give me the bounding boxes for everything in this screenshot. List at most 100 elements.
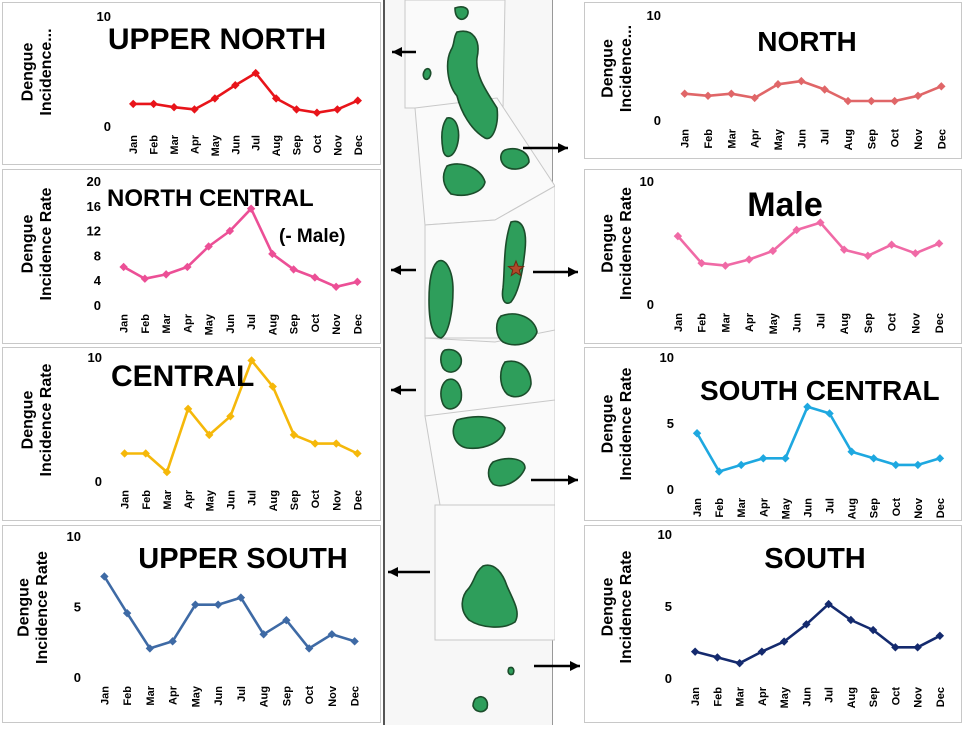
data-point xyxy=(129,99,138,109)
x-tick-label: Aug xyxy=(846,687,858,708)
data-point xyxy=(792,225,801,235)
data-point xyxy=(913,643,922,652)
x-tick-label: Jan xyxy=(99,686,111,705)
data-point xyxy=(292,105,301,114)
y-tick-label: 10 xyxy=(647,8,661,23)
x-tick-label: Feb xyxy=(122,686,134,706)
y-axis-label: DengueIncidence Rate xyxy=(20,363,55,476)
data-point xyxy=(843,96,853,106)
series-line xyxy=(684,79,942,103)
x-tick-label: Jan xyxy=(690,687,702,706)
y-tick-label: 16 xyxy=(87,199,101,214)
chart-svg: DengueIncidence Rate 0 5 10 Jan Feb Mar Apr May J… xyxy=(600,350,947,519)
x-tick-label: Dec xyxy=(352,314,364,334)
x-tick-label: Jul xyxy=(825,498,837,514)
data-point xyxy=(190,105,199,114)
chart-svg: DengueIncidence Rate 0 10 Jan Feb Mar Apr May Ju… xyxy=(20,350,365,511)
island-shape xyxy=(422,67,432,81)
arrow-head-icon xyxy=(388,567,398,577)
x-tick-label: Nov xyxy=(332,134,344,156)
data-point xyxy=(934,239,944,248)
data-point xyxy=(268,382,277,391)
x-tick-label: May xyxy=(204,489,216,511)
data-point xyxy=(210,94,220,103)
x-tick-label: Mar xyxy=(161,313,173,333)
data-point xyxy=(236,593,246,602)
x-tick-label: Feb xyxy=(703,129,715,149)
data-point xyxy=(353,96,362,105)
arrow-head-icon xyxy=(392,47,402,57)
island-shape xyxy=(440,348,463,373)
y-axis-label: DengueIncidence Rate xyxy=(600,550,635,663)
data-point xyxy=(100,572,109,581)
data-point xyxy=(140,274,150,283)
data-point xyxy=(721,261,730,270)
island-shape xyxy=(440,378,463,410)
data-point xyxy=(353,449,362,458)
map-islands xyxy=(422,6,538,713)
island-shape xyxy=(487,457,526,487)
chart-svg: DengueIncidence Rate 0 5 10 Jan Feb Mar Apr May J… xyxy=(600,527,947,708)
data-point xyxy=(887,240,896,249)
data-point xyxy=(312,108,322,117)
data-point xyxy=(169,103,179,112)
y-tick-label: 4 xyxy=(94,273,102,288)
x-tick-label: Jul xyxy=(820,129,832,145)
chart-svg: DengueIncidence Rate 0 10 Jan Feb Mar Apr May Ju… xyxy=(600,174,947,334)
data-point xyxy=(141,449,150,458)
chart-title: NORTH xyxy=(757,26,857,57)
data-point xyxy=(911,249,920,258)
data-point xyxy=(304,644,314,653)
island-shape xyxy=(501,220,527,304)
chart-panel-south-central: DengueIncidence Rate 0 5 10 Jan Feb Mar Apr May J… xyxy=(584,347,962,521)
chart-title: Male xyxy=(747,186,823,224)
x-tick-label: Sep xyxy=(281,686,293,706)
x-tick-label: Feb xyxy=(141,490,153,510)
map-svg xyxy=(404,0,556,713)
x-tick-label: Jul xyxy=(815,313,827,329)
data-point xyxy=(935,631,945,640)
x-tick-label: Aug xyxy=(843,129,855,150)
chart-title: CENTRAL xyxy=(111,360,254,393)
y-axis-label: DengueIncidence Rate xyxy=(16,551,51,664)
y-tick-label: 12 xyxy=(87,224,101,239)
y-tick-label: 5 xyxy=(74,600,81,615)
x-tick-label: May xyxy=(210,134,222,156)
x-tick-label: Sep xyxy=(863,313,875,333)
x-tick-label: Nov xyxy=(331,313,343,335)
data-point xyxy=(703,91,713,100)
island-shape xyxy=(507,666,515,676)
x-tick-label: May xyxy=(780,497,792,519)
x-tick-label: Jul xyxy=(824,687,836,703)
chart-title: NORTH CENTRAL xyxy=(107,185,314,212)
data-point xyxy=(161,270,171,279)
y-tick-label: 10 xyxy=(97,9,111,24)
y-axis-label: DengueIncidence Rate xyxy=(20,187,55,300)
data-point xyxy=(781,454,790,463)
y-tick-label: 10 xyxy=(88,350,102,365)
y-tick-label: 10 xyxy=(67,529,81,544)
data-point xyxy=(332,439,341,448)
data-point xyxy=(122,608,132,618)
island-shape xyxy=(472,695,489,713)
data-point xyxy=(205,430,214,440)
x-tick-label: Feb xyxy=(140,314,152,334)
y-tick-label: 0 xyxy=(647,297,654,312)
data-point xyxy=(191,600,200,609)
x-tick-label: Oct xyxy=(890,129,902,148)
data-point xyxy=(891,643,900,652)
y-tick-label: 0 xyxy=(74,670,81,685)
x-tick-label: Sep xyxy=(289,490,301,510)
y-tick-label: 0 xyxy=(665,671,672,686)
data-point xyxy=(271,94,281,103)
island-shape xyxy=(428,259,454,339)
x-tick-label: Dec xyxy=(935,687,947,707)
x-tick-label: Feb xyxy=(714,498,726,518)
x-tick-label: Apr xyxy=(168,685,180,705)
data-point xyxy=(226,412,235,421)
y-tick-label: 8 xyxy=(94,248,101,263)
x-tick-label: Jun xyxy=(802,498,814,518)
x-tick-label: Jun xyxy=(230,135,242,155)
x-tick-label: Apr xyxy=(182,313,194,333)
x-tick-label: Nov xyxy=(913,497,925,519)
